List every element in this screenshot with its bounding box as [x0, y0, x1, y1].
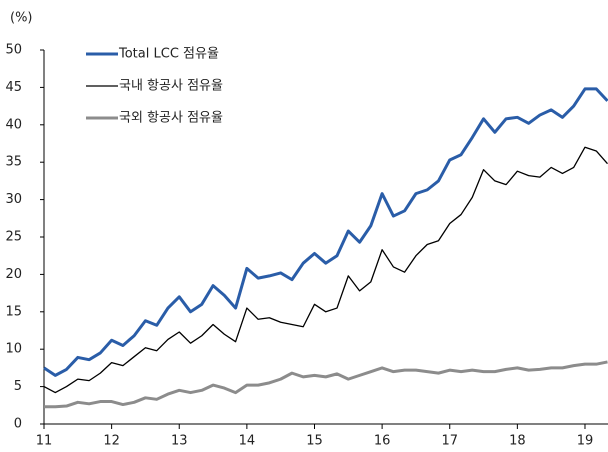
- y-tick-label: 5: [14, 379, 22, 394]
- y-tick-label: 15: [5, 304, 22, 319]
- x-tick-label: 14: [239, 434, 256, 449]
- y-tick-label: 40: [5, 117, 22, 132]
- x-tick-label: 17: [441, 434, 458, 449]
- y-tick-label: 45: [5, 80, 22, 95]
- x-tick-label: 16: [374, 434, 391, 449]
- series-line: [44, 360, 608, 409]
- unit-label: (%): [10, 11, 33, 26]
- y-tick-label: 0: [14, 417, 22, 432]
- y-tick-label: 30: [5, 192, 22, 207]
- series-line: [43, 87, 608, 377]
- legend-label: 국외 항공사 점유율: [119, 111, 223, 126]
- x-tick-label: 11: [36, 434, 53, 449]
- x-tick-label: 19: [577, 434, 594, 449]
- x-tick-label: 12: [103, 434, 120, 449]
- x-tick-label: 18: [509, 434, 526, 449]
- y-tick-label: 50: [5, 43, 22, 58]
- series-line: [43, 146, 608, 394]
- y-tick-label: 35: [5, 155, 22, 170]
- y-tick-label: 25: [5, 230, 22, 245]
- legend-label: Total LCC 점유율: [118, 47, 219, 62]
- y-tick-label: 20: [5, 267, 22, 282]
- x-tick-label: 15: [306, 434, 323, 449]
- y-tick-label: 10: [5, 342, 22, 357]
- x-tick-label: 13: [171, 434, 188, 449]
- legend-label: 국내 항공사 점유율: [119, 79, 223, 94]
